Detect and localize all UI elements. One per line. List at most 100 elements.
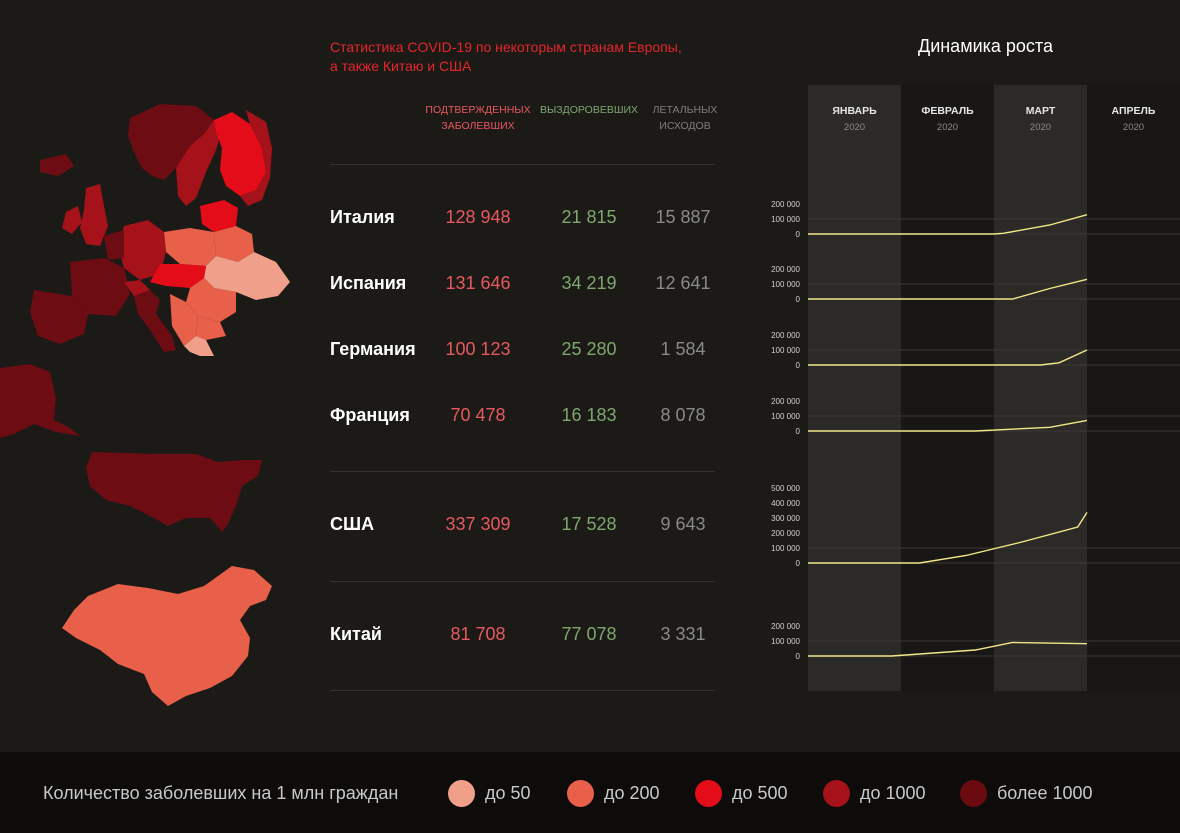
title-line-1: Статистика COVID-19 по некоторым странам… xyxy=(330,39,682,55)
legend-bar: Количество заболевших на 1 млн граждан д… xyxy=(0,752,1180,833)
y-tick-label: 200 000 xyxy=(771,331,800,340)
y-tick-label: 200 000 xyxy=(771,200,800,209)
map-belarus xyxy=(214,226,254,262)
table-divider xyxy=(330,581,715,582)
map-italy xyxy=(134,290,176,352)
legend-label: до 500 xyxy=(732,783,788,803)
confirmed-value: 81 708 xyxy=(450,624,506,644)
map-czech-austria xyxy=(150,264,206,288)
y-tick-label: 200 000 xyxy=(771,397,800,406)
legend-label: до 200 xyxy=(604,783,660,803)
deaths-value: 3 331 xyxy=(660,624,706,644)
column-header-deaths-line1: ЛЕТАЛЬНЫХ xyxy=(652,104,718,116)
map-hungary-romania xyxy=(186,278,236,322)
legend-swatch xyxy=(823,780,850,807)
y-tick-label: 200 000 xyxy=(771,529,800,538)
trend-line-5 xyxy=(808,512,1088,564)
trend-panel-1: 0 100 000 200 000 xyxy=(771,200,1180,239)
month-label: АПРЕЛЬ xyxy=(1112,105,1156,117)
map-russia-west xyxy=(240,110,272,206)
legend-label: до 50 xyxy=(485,783,531,803)
map-norway xyxy=(128,104,214,180)
legend-title: Количество заболевших на 1 млн граждан xyxy=(43,783,399,803)
country-name: Италия xyxy=(330,207,395,227)
recovered-value: 34 219 xyxy=(561,273,617,293)
title-line-2: а также Китаю и США xyxy=(330,58,472,74)
trend-line-4 xyxy=(808,419,1088,432)
deaths-value: 9 643 xyxy=(660,514,706,534)
legend-swatch xyxy=(567,780,594,807)
map-france xyxy=(70,258,130,316)
confirmed-value: 128 948 xyxy=(445,207,511,227)
confirmed-value: 70 478 xyxy=(450,405,506,425)
month-band xyxy=(1087,85,1180,691)
month-band xyxy=(994,85,1087,691)
table-row-italy: Италия 128 948 21 815 15 887 xyxy=(0,207,760,237)
map-baltics xyxy=(200,200,238,232)
map-usa xyxy=(86,452,262,532)
trend-panel-6: 0 100 000 200 000 xyxy=(771,622,1180,661)
table-row-spain: Испания 131 646 34 219 12 641 xyxy=(0,273,760,303)
map-germany xyxy=(118,220,166,280)
table-divider xyxy=(330,690,715,691)
map-alaska xyxy=(0,364,80,438)
y-tick-label: 100 000 xyxy=(771,346,800,355)
recovered-value: 21 815 xyxy=(561,207,617,227)
map-greece xyxy=(184,336,214,356)
y-tick-label: 0 xyxy=(796,652,801,661)
map-bulgaria xyxy=(196,316,226,340)
deaths-value: 15 887 xyxy=(655,207,711,227)
trend-line-3 xyxy=(808,349,1088,366)
table-row-usa: США 337 309 17 528 9 643 xyxy=(0,514,760,544)
table-row-germany: Германия 100 123 25 280 1 584 xyxy=(0,339,760,369)
table-row-france: Франция 70 478 16 183 8 078 xyxy=(0,405,760,435)
month-year: 2020 xyxy=(1030,122,1051,133)
trend-panel-2: 0 100 000 200 000 xyxy=(771,265,1180,304)
month-year: 2020 xyxy=(1123,122,1144,133)
chart-title: Динамика роста xyxy=(918,36,1053,56)
covid-choropleth-map xyxy=(0,104,290,706)
y-tick-label: 500 000 xyxy=(771,484,800,493)
legend-label: более 1000 xyxy=(997,783,1093,803)
month-band xyxy=(808,85,901,691)
month-band xyxy=(901,85,994,691)
y-tick-label: 100 000 xyxy=(771,544,800,553)
confirmed-value: 337 309 xyxy=(445,514,511,534)
confirmed-value: 131 646 xyxy=(445,273,511,293)
growth-trend-chart: ЯНВАРЬ 2020 ФЕВРАЛЬ 2020 МАРТ 2020 АПРЕЛЬ 2020 0… xyxy=(771,85,1180,691)
country-name: Германия xyxy=(330,339,416,359)
trend-panel-4: 0 100 000 200 000 xyxy=(771,397,1180,436)
recovered-value: 77 078 xyxy=(561,624,617,644)
legend-swatch xyxy=(960,780,987,807)
y-tick-label: 0 xyxy=(796,427,801,436)
trend-panel-3: 0 100 000 200 000 xyxy=(771,331,1180,370)
y-tick-label: 0 xyxy=(796,559,801,568)
y-tick-label: 100 000 xyxy=(771,215,800,224)
y-tick-label: 0 xyxy=(796,361,801,370)
trend-line-6 xyxy=(808,641,1088,657)
confirmed-value: 100 123 xyxy=(445,339,511,359)
month-year: 2020 xyxy=(844,122,865,133)
map-china xyxy=(62,566,272,706)
column-header-confirmed-line1: ПОДТВЕРЖДЕННЫХ xyxy=(425,104,531,116)
month-label: ФЕВРАЛЬ xyxy=(921,105,974,117)
y-tick-label: 200 000 xyxy=(771,622,800,631)
trend-panel-5: 0 100 000 200 000 300 000 400 000 500 000 xyxy=(771,484,1180,568)
country-name: Испания xyxy=(330,273,407,293)
map-spain-portugal xyxy=(30,290,88,344)
country-name: США xyxy=(330,514,375,534)
column-header-confirmed: ПОДТВЕРЖДЕННЫХ ЗАБОЛЕВШИХ xyxy=(420,102,536,134)
country-name: Китай xyxy=(330,624,382,644)
y-tick-label: 100 000 xyxy=(771,280,800,289)
recovered-value: 25 280 xyxy=(561,339,617,359)
month-year: 2020 xyxy=(937,122,958,133)
map-sweden xyxy=(176,120,222,206)
table-row-china: Китай 81 708 77 078 3 331 xyxy=(0,624,760,654)
map-ukraine xyxy=(204,252,290,300)
column-header-deaths: ЛЕТАЛЬНЫХ ИСХОДОВ xyxy=(640,102,730,134)
map-benelux xyxy=(104,230,124,260)
map-balkans xyxy=(170,294,198,346)
y-tick-label: 300 000 xyxy=(771,514,800,523)
column-header-recovered: ВЫЗДОРОВЕВШИХ xyxy=(538,102,640,118)
column-header-recovered-label: ВЫЗДОРОВЕВШИХ xyxy=(539,104,639,116)
